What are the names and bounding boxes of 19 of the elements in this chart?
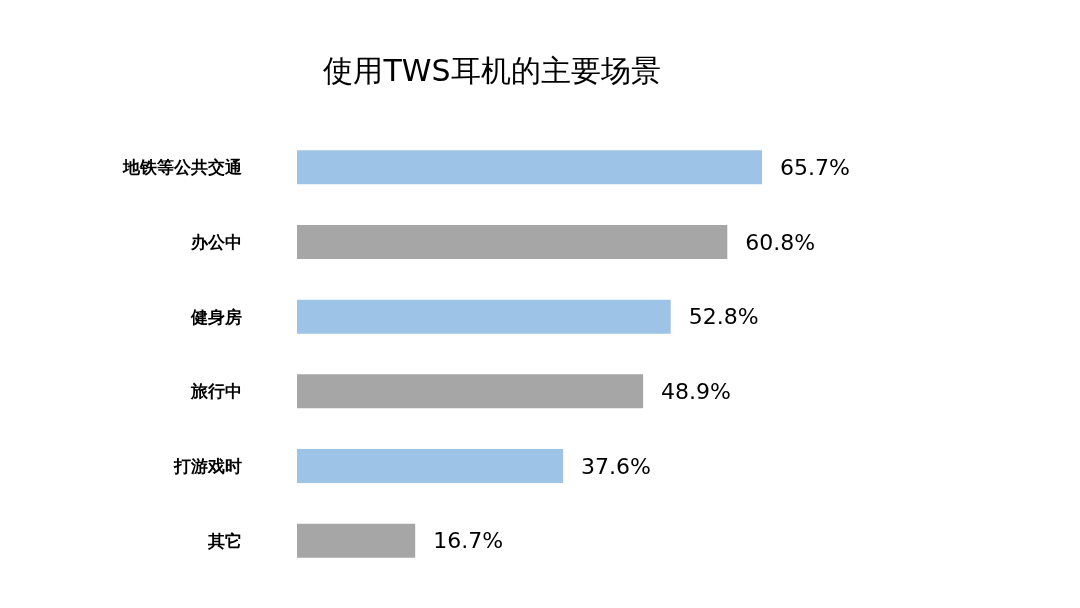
y-tick-label: 健身房 [190, 306, 242, 327]
bar [297, 225, 728, 259]
y-tick-label: 办公中 [190, 232, 242, 252]
data-label: 52.8% [688, 304, 759, 330]
data-label: 37.6% [581, 453, 652, 479]
y-tick-label: 打游戏时 [173, 456, 242, 476]
y-tick-label: 其它 [207, 530, 242, 551]
data-label: 65.7% [780, 154, 850, 180]
chart-title: 使用TWS耳机的主要场景 [323, 52, 661, 88]
bar [297, 299, 671, 334]
data-label: 60.8% [745, 229, 816, 255]
y-tick-label: 地铁等公共交通 [122, 157, 242, 178]
bar [297, 374, 644, 409]
data-label: 16.7% [433, 528, 504, 554]
data-label: 48.9% [661, 378, 731, 404]
bar [297, 449, 564, 483]
bar [297, 150, 762, 185]
y-tick-label: 旅行中 [190, 381, 242, 402]
bar [297, 523, 416, 558]
